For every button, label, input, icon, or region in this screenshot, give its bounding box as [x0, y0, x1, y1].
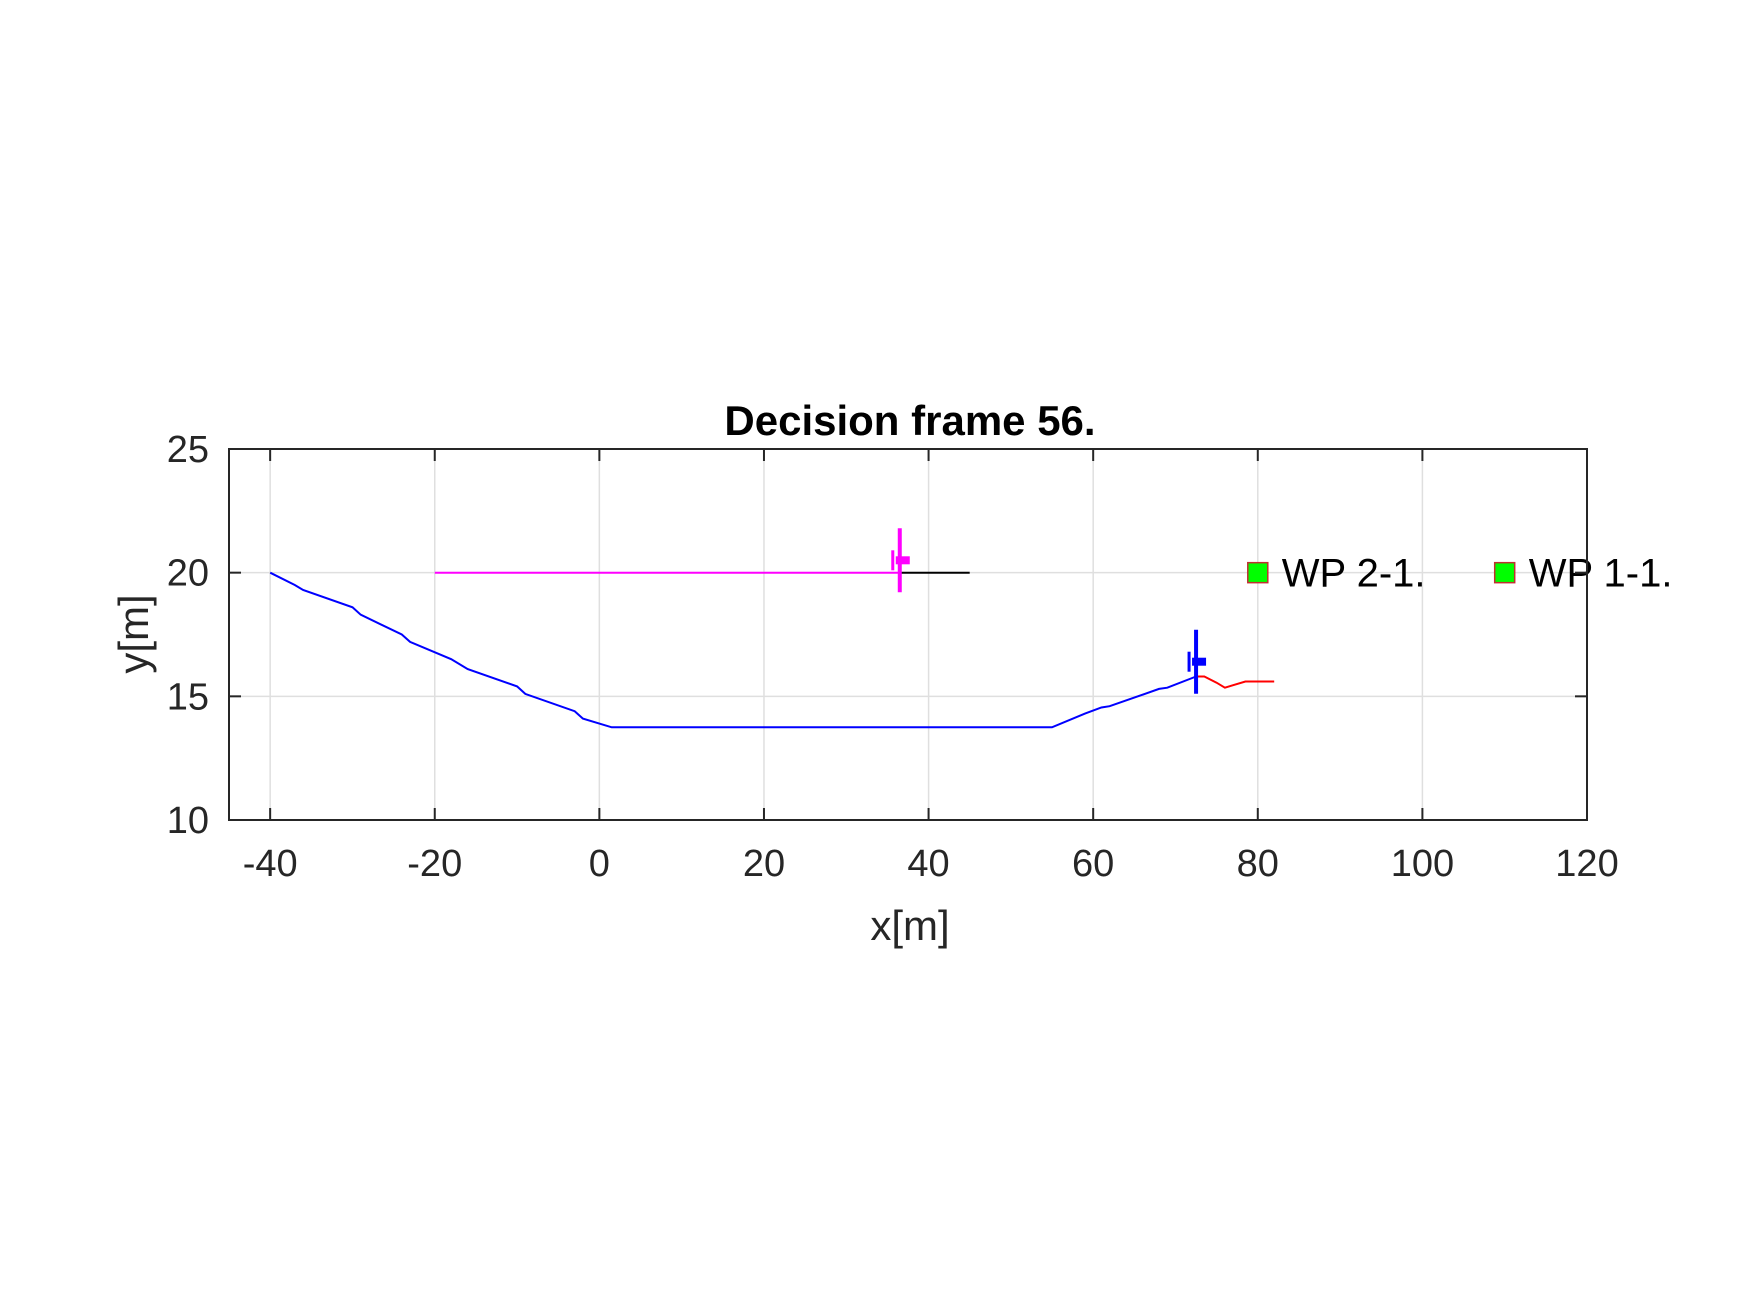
waypoint-marker — [1493, 561, 1516, 584]
series-line-0 — [269, 571, 1197, 729]
plot-area-frame — [228, 448, 1588, 821]
x-tick-label: 120 — [1555, 843, 1618, 885]
vehicle-markers — [891, 528, 1207, 694]
data-series — [269, 571, 1275, 729]
series-line-3 — [1196, 675, 1275, 689]
x-tick-label: 80 — [1237, 843, 1279, 885]
x-tick-label: -40 — [243, 843, 298, 885]
vehicle-marker-1 — [1187, 629, 1207, 694]
y-tick-label: 10 — [167, 800, 209, 842]
waypoint-label: WP 2-1. — [1282, 552, 1426, 596]
chart-title: Decision frame 56. — [724, 397, 1095, 444]
y-tick-label: 20 — [167, 553, 209, 595]
y-tick-label: 15 — [167, 676, 209, 718]
x-tick-label: -20 — [407, 843, 462, 885]
waypoint-marker — [1247, 561, 1269, 584]
waypoints: WP 2-1. WP 1-1. — [1247, 552, 1673, 596]
waypoint-label: WP 1-1. — [1529, 552, 1673, 596]
vehicle-body — [895, 556, 910, 565]
vehicle-marker-0 — [891, 528, 910, 593]
vehicle-body — [1192, 657, 1207, 666]
x-tick-label: 0 — [589, 843, 610, 885]
x-tick-label: 60 — [1072, 843, 1114, 885]
waypoint-0: WP 2-1. — [1247, 552, 1426, 596]
x-tick-label: 100 — [1391, 843, 1454, 885]
x-tick-label: 40 — [907, 843, 949, 885]
x-tick-label: 20 — [743, 843, 785, 885]
y-tick-label: 25 — [167, 429, 209, 471]
y-axis-title: y[m] — [110, 594, 157, 673]
axis-ticks: -40 -20 0 20 40 60 80 100 120 10 15 20 25 — [167, 429, 1619, 885]
waypoint-1: WP 1-1. — [1493, 552, 1673, 596]
x-axis-title: x[m] — [870, 902, 949, 949]
